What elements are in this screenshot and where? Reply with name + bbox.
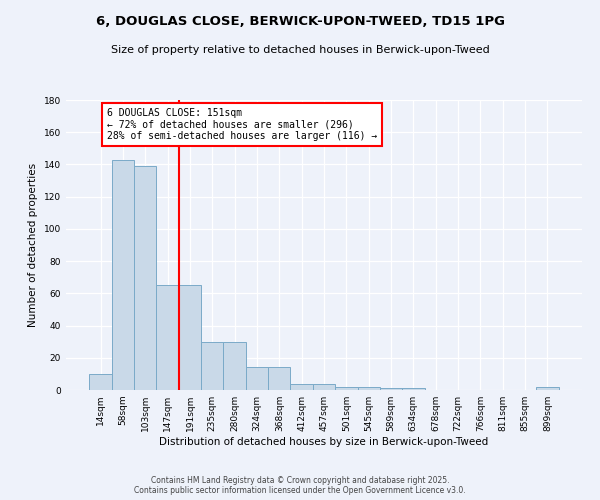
Bar	[134, 166, 157, 390]
Bar	[335, 387, 358, 390]
Bar	[201, 342, 223, 390]
Bar	[89, 374, 112, 390]
Text: 6 DOUGLAS CLOSE: 151sqm
← 72% of detached houses are smaller (296)
28% of semi-d: 6 DOUGLAS CLOSE: 151sqm ← 72% of detache…	[107, 108, 377, 142]
Bar	[246, 368, 268, 390]
Text: Size of property relative to detached houses in Berwick-upon-Tweed: Size of property relative to detached ho…	[110, 45, 490, 55]
Bar	[268, 368, 290, 390]
Bar	[313, 384, 335, 390]
Bar	[358, 387, 380, 390]
Bar	[290, 384, 313, 390]
Text: 6, DOUGLAS CLOSE, BERWICK-UPON-TWEED, TD15 1PG: 6, DOUGLAS CLOSE, BERWICK-UPON-TWEED, TD…	[95, 15, 505, 28]
X-axis label: Distribution of detached houses by size in Berwick-upon-Tweed: Distribution of detached houses by size …	[160, 437, 488, 447]
Bar	[380, 388, 402, 390]
Text: Contains HM Land Registry data © Crown copyright and database right 2025.
Contai: Contains HM Land Registry data © Crown c…	[134, 476, 466, 495]
Bar	[402, 388, 425, 390]
Y-axis label: Number of detached properties: Number of detached properties	[28, 163, 38, 327]
Bar	[157, 286, 179, 390]
Bar	[536, 387, 559, 390]
Bar	[112, 160, 134, 390]
Bar	[223, 342, 246, 390]
Bar	[179, 286, 201, 390]
